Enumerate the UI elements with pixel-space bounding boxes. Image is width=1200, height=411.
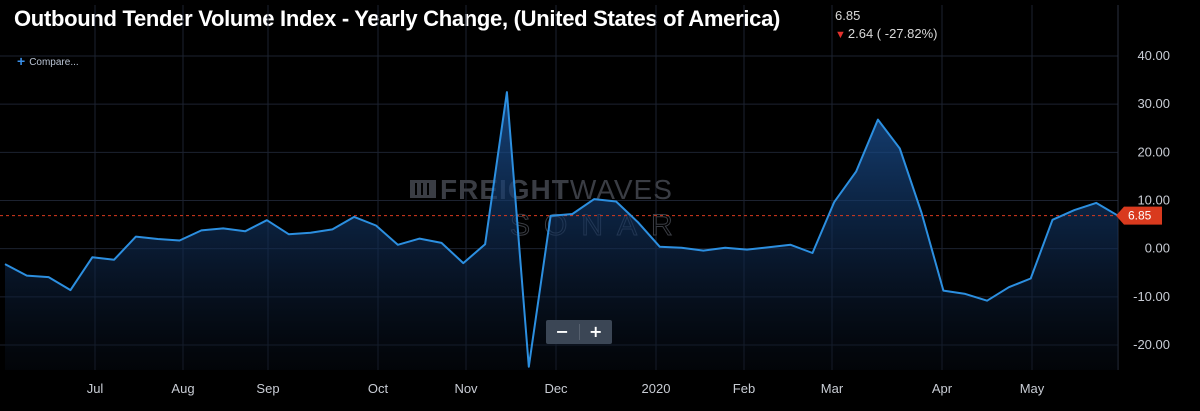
data-point [571, 213, 574, 216]
x-tick-label: Mar [821, 381, 844, 396]
data-point [200, 229, 203, 232]
data-point [505, 91, 508, 94]
data-point [1073, 209, 1076, 212]
data-point [549, 214, 552, 217]
data-point [331, 228, 334, 231]
plus-icon: + [17, 53, 26, 69]
y-tick-label: 20.00 [1137, 144, 1170, 159]
compare-button[interactable]: + Compare... [17, 53, 79, 69]
data-point [91, 256, 94, 259]
series-line [4, 91, 1119, 368]
data-point [178, 239, 181, 242]
zoom-controls: − + [546, 320, 612, 344]
series-area-fill [5, 92, 1118, 370]
data-point [876, 118, 879, 121]
x-axis: Jul Aug Sep Oct Nov Dec 2020 Feb Mar Apr May [87, 381, 1045, 396]
x-tick-label: May [1020, 381, 1045, 396]
data-point [353, 215, 356, 218]
y-axis: 40.00 30.00 20.00 10.00 0.00 -10.00 -20.00 [1133, 48, 1170, 352]
data-point [287, 233, 290, 236]
y-tick-label: 0.00 [1145, 241, 1170, 256]
data-point [658, 245, 661, 248]
data-point [309, 231, 312, 234]
zoom-in-button[interactable]: + [580, 320, 613, 344]
data-point [4, 263, 7, 266]
data-point [25, 274, 28, 277]
data-point [920, 212, 923, 215]
x-tick-label: Feb [733, 381, 755, 396]
y-tick-label: -10.00 [1133, 289, 1170, 304]
x-tick-label: 2020 [642, 381, 671, 396]
data-point [222, 227, 225, 230]
data-point [440, 241, 443, 244]
last-value: 6.85 [835, 8, 861, 23]
data-point [986, 299, 989, 302]
data-point [47, 276, 50, 279]
change-value: 2.64 ( -27.82%) [847, 26, 938, 41]
data-point [396, 243, 399, 246]
data-point [898, 147, 901, 150]
data-point [724, 246, 727, 249]
y-tick-label: 40.00 [1137, 48, 1170, 63]
data-point [1095, 201, 1098, 204]
data-point [1051, 218, 1054, 221]
data-point [942, 289, 945, 292]
data-point [244, 230, 247, 233]
y-tick-label: 30.00 [1137, 96, 1170, 111]
data-point [593, 198, 596, 201]
data-point [375, 224, 378, 227]
data-point [615, 200, 618, 203]
x-tick-label: Jul [87, 381, 104, 396]
data-point [462, 262, 465, 265]
data-point [1029, 277, 1032, 280]
data-point [833, 200, 836, 203]
x-tick-label: Nov [454, 381, 478, 396]
data-point [789, 243, 792, 246]
data-point [767, 246, 770, 249]
data-point [527, 365, 530, 368]
data-point [746, 248, 749, 251]
data-point [702, 249, 705, 252]
data-point [156, 238, 159, 241]
data-point [484, 243, 487, 246]
zoom-out-button[interactable]: − [546, 320, 579, 344]
data-point [811, 252, 814, 255]
y-tick-label: 10.00 [1137, 193, 1170, 208]
data-point [265, 219, 268, 222]
zoom-divider [578, 324, 580, 340]
x-tick-label: Sep [256, 381, 279, 396]
down-arrow-icon: ▼ [835, 29, 846, 41]
current-value-label: 6.85 [1128, 209, 1152, 223]
x-tick-label: Apr [932, 381, 953, 396]
change-indicator: ▼ 2.64 ( -27.82%) [835, 26, 938, 41]
watermark-waves: WAVES [570, 174, 673, 205]
data-point [636, 221, 639, 224]
x-tick-label: Aug [171, 381, 194, 396]
x-tick-label: Oct [368, 381, 389, 396]
compare-label: Compare... [29, 57, 79, 68]
svg-text:FREIGHTWAVES: FREIGHTWAVES [440, 174, 673, 205]
data-point [680, 246, 683, 249]
x-tick-label: Dec [544, 381, 568, 396]
data-point [964, 292, 967, 295]
data-point [1007, 286, 1010, 289]
y-tick-label: -20.00 [1133, 337, 1170, 352]
chart-title: Outbound Tender Volume Index - Yearly Ch… [14, 6, 781, 31]
data-point [113, 258, 116, 261]
data-point [855, 170, 858, 173]
current-value-marker: 6.85 [1116, 206, 1162, 225]
data-point [69, 289, 72, 292]
data-point [134, 235, 137, 238]
data-point [418, 237, 421, 240]
